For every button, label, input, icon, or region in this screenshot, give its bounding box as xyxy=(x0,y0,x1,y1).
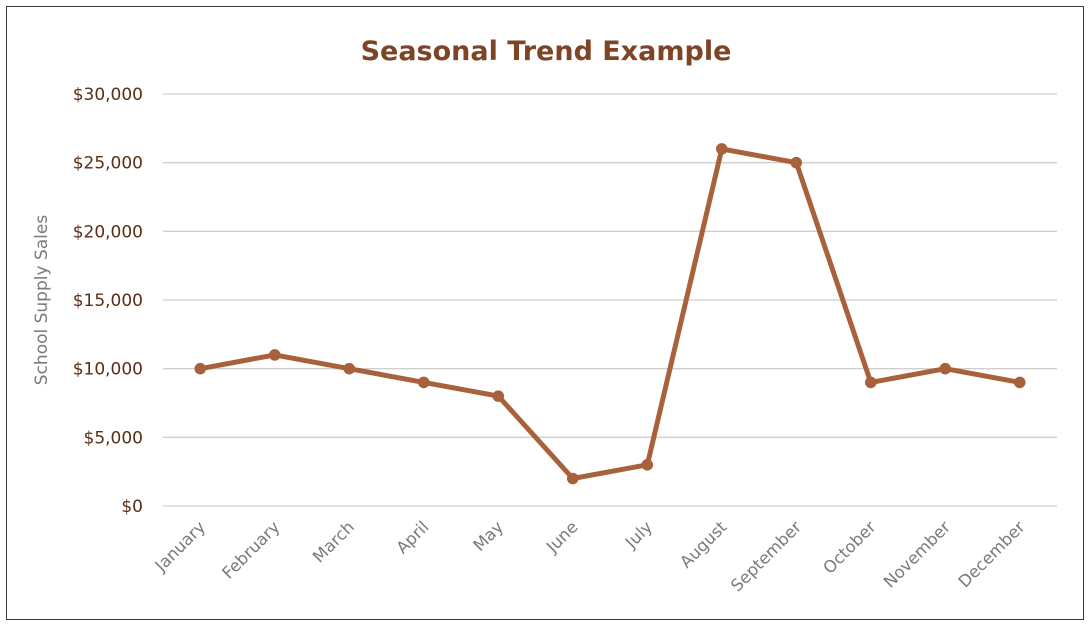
y-tick-label: $30,000 xyxy=(73,85,143,105)
chart-frame xyxy=(6,6,1084,620)
y-axis-ticks: $0 $5,000 $10,000 $15,000 $20,000 $25,000 $30,… xyxy=(73,85,143,517)
x-tick-label: June xyxy=(542,517,582,557)
data-point xyxy=(641,459,654,471)
y-axis-label: School Supply Sales xyxy=(32,215,52,386)
x-tick-label: July xyxy=(621,517,656,552)
x-tick-label: April xyxy=(392,517,432,557)
data-point xyxy=(268,349,281,361)
x-tick-label: December xyxy=(955,517,1029,591)
data-point xyxy=(715,143,728,155)
x-tick-label: November xyxy=(880,517,954,591)
y-tick-label: $15,000 xyxy=(73,291,143,311)
data-point xyxy=(566,472,579,485)
gridlines xyxy=(163,93,1057,507)
data-point xyxy=(864,376,877,389)
data-point xyxy=(194,362,207,375)
y-tick-label: $10,000 xyxy=(73,360,143,380)
x-tick-label: February xyxy=(218,517,283,582)
data-point xyxy=(417,376,430,389)
y-tick-label: $0 xyxy=(121,497,143,517)
chart-title: Seasonal Trend Example xyxy=(361,36,732,67)
x-tick-label: January xyxy=(151,517,210,576)
data-point xyxy=(790,156,803,169)
x-tick-label: August xyxy=(676,517,731,572)
x-tick-label: October xyxy=(819,517,879,577)
x-tick-label: May xyxy=(470,517,508,555)
data-point xyxy=(1013,376,1026,389)
data-point xyxy=(492,390,505,402)
y-tick-label: $20,000 xyxy=(73,222,143,242)
x-tick-label: March xyxy=(309,517,358,566)
data-point xyxy=(939,362,952,375)
series-sales xyxy=(194,143,1026,485)
x-tick-label: September xyxy=(727,517,805,595)
series-line xyxy=(197,146,1023,481)
data-point xyxy=(343,362,356,375)
x-axis-ticks: January February March April May June July Augu… xyxy=(151,517,1029,595)
y-tick-label: $5,000 xyxy=(84,428,143,448)
y-tick-label: $25,000 xyxy=(73,154,143,174)
